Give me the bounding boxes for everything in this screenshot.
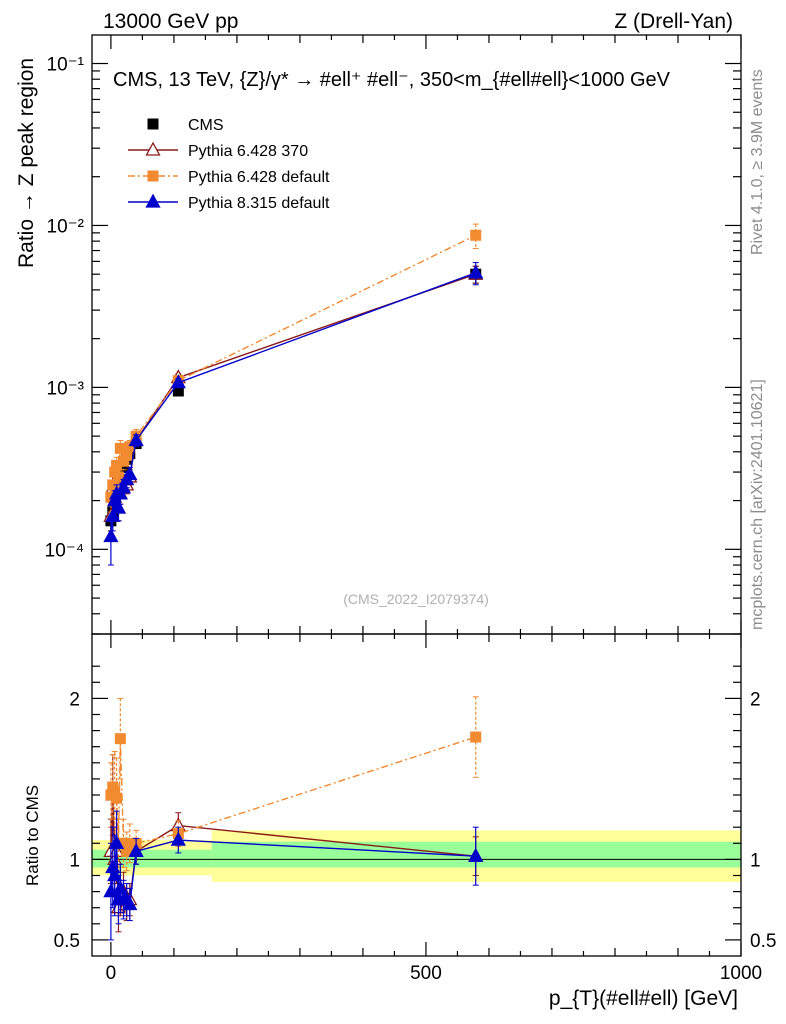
ratio-point-2-9 [128, 842, 144, 857]
ratio-tick-label-left-1: 1 [69, 850, 80, 871]
main-point-0-10 [172, 385, 184, 397]
x-tick-label-1: 500 [410, 963, 442, 984]
header-left: 13000 GeV pp [103, 10, 238, 33]
main-point-2-5 [114, 442, 126, 454]
ratio-tick-label-left-0: 0.5 [54, 931, 80, 952]
main-point-0-6 [118, 462, 130, 474]
ratio-series-line-1 [110, 736, 476, 854]
ratio-tick-label-right-2: 2 [750, 689, 761, 710]
x-tick-label-2: 1000 [720, 963, 762, 984]
x-tick-label-0: 0 [106, 963, 117, 984]
legend-label-3: Pythia 8.315 default [188, 195, 330, 212]
main-series-2 [105, 223, 482, 513]
uncertainty-bands [92, 830, 741, 882]
main-point-2-11 [470, 229, 482, 241]
main-point-3-8 [122, 466, 138, 481]
legend-marker-0 [147, 118, 159, 130]
main-series-line-3 [110, 272, 476, 537]
ratio-point-1-3 [111, 792, 123, 804]
legend-label-0: CMS [188, 117, 224, 134]
rivet-label: Rivet 4.1.0, ≥ 3.9M events [749, 69, 766, 255]
ratio-series-2 [103, 810, 484, 941]
legend: CMS Pythia 6.428 370 Pythia 6.428 default P… [128, 117, 330, 212]
main-point-3-4 [110, 499, 127, 514]
y-tick-label-1: 10⁻² [47, 216, 85, 237]
main-point-3-0 [103, 528, 119, 543]
legend-marker-2 [147, 170, 159, 182]
ratio-tick-label-right-0: 0.5 [750, 931, 776, 952]
ratio-point-1-8 [124, 837, 136, 849]
mcplots-label: mcplots.cern.ch [arXiv:2401.10621] [749, 379, 766, 630]
ratio-point-1-5 [114, 733, 126, 745]
ratio-point-2-8 [122, 896, 138, 911]
axis-ticks: 0 500 1000 10⁻¹ 10⁻² 10⁻³ 10⁻⁴ 0.5 0.5 1 1 2 2 [45, 35, 776, 984]
ratio-point-2-3 [108, 834, 125, 849]
ratio-point-1-7 [121, 845, 133, 857]
analysis-id: (CMS_2022_I2079374) [343, 591, 489, 607]
ratio-plot-frame [91, 633, 742, 957]
y-tick-label-2: 10⁻³ [47, 378, 85, 399]
legend-marker-3 [145, 193, 161, 208]
main-point-2-1 [107, 479, 119, 491]
legend-label-1: Pythia 6.428 370 [188, 143, 308, 160]
main-point-3-9 [128, 432, 144, 447]
legend-label-2: Pythia 6.428 default [188, 169, 330, 186]
main-point-2-8 [124, 441, 136, 453]
legend-marker-1 [145, 141, 161, 156]
main-series-0 [105, 265, 482, 532]
main-point-3-10 [170, 374, 186, 389]
ratio-point-2-11 [468, 847, 484, 862]
main-series-line-2 [110, 234, 477, 498]
ratio-point-1-2 [109, 786, 121, 798]
main-point-2-3 [111, 459, 123, 471]
main-series-line-1 [110, 273, 476, 517]
ratio-y-axis-title: Ratio to CMS [23, 785, 42, 886]
main-point-3-1 [105, 507, 121, 522]
plot-title: CMS, 13 TeV, {Z}/γ* → #ell⁺ #ell⁻, 350<m… [113, 69, 671, 91]
y-tick-label-3: 10⁻⁴ [45, 540, 84, 561]
ratio-tick-label-left-2: 2 [69, 689, 80, 710]
main-series-3 [103, 262, 484, 566]
ratio-point-1-11 [470, 731, 482, 743]
x-axis-title: p_{T}(#ell#ell) [GeV] [549, 987, 738, 1010]
data-series [103, 223, 484, 941]
main-series-1 [103, 265, 484, 532]
header-right: Z (Drell-Yan) [614, 10, 733, 33]
ratio-tick-label-right-1: 1 [750, 850, 761, 871]
ratio-point-2-10 [170, 831, 186, 846]
main-point-2-7 [121, 449, 133, 461]
main-point-2-4 [112, 471, 124, 483]
y-tick-label-0: 10⁻¹ [47, 55, 85, 76]
ratio-point-1-6 [118, 837, 130, 849]
y-axis-title: Ratio → Z peak region [15, 58, 38, 268]
main-point-3-11 [468, 264, 484, 279]
main-point-2-6 [118, 455, 130, 467]
